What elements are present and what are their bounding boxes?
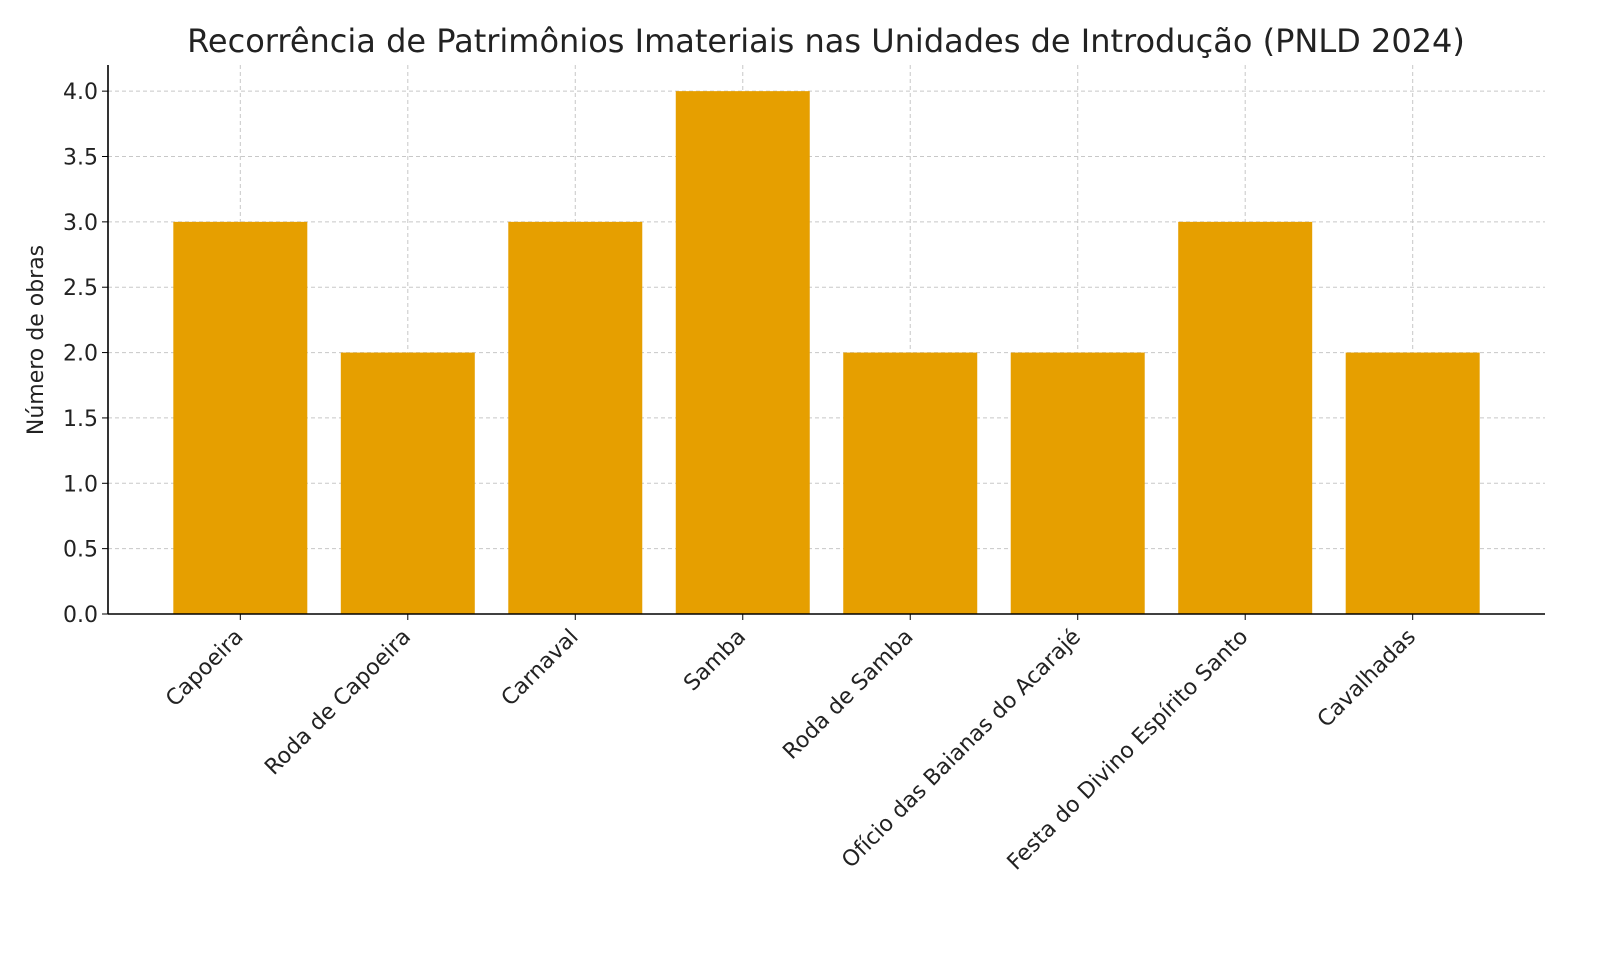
y-tick-label: 2.0: [63, 342, 98, 367]
y-tick-label: 1.0: [63, 472, 98, 497]
bar-roda-de-samba: [843, 352, 978, 614]
y-tick-label: 4.0: [63, 80, 98, 105]
x-tick-label: Samba: [679, 625, 751, 697]
bar-cavalhadas: [1345, 352, 1480, 614]
x-tick-label: Cavalhadas: [1313, 625, 1421, 733]
x-tick-label: Carnaval: [497, 625, 584, 712]
y-tick-label: 0.0: [63, 603, 98, 628]
y-ticks: 0.0 0.5 1.0 1.5 2.0 2.5 3.0 3.5 4.0: [63, 80, 108, 628]
x-ticks: Capoeira Roda de Capoeira Carnaval Samba Rod…: [161, 614, 1421, 875]
bar-samba: [675, 91, 810, 614]
x-tick-label: Capoeira: [161, 625, 248, 712]
x-tick-label: Roda de Samba: [778, 625, 918, 765]
bar-of-cio-das-baianas-do-acaraj-: [1010, 352, 1145, 614]
x-tick-label: Roda de Capoeira: [260, 625, 416, 781]
grid: [108, 65, 1545, 615]
bars: [173, 91, 1480, 614]
bar-capoeira: [173, 221, 308, 614]
y-tick-label: 3.0: [63, 211, 98, 236]
y-tick-label: 2.5: [63, 276, 98, 301]
y-tick-label: 1.5: [63, 407, 98, 432]
bar-roda-de-capoeira: [340, 352, 475, 614]
y-tick-label: 3.5: [63, 146, 98, 171]
bar-carnaval: [508, 221, 643, 614]
y-axis-label: Número de obras: [24, 245, 49, 435]
bar-festa-do-divino-esp-rito-santo: [1178, 221, 1313, 614]
y-tick-label: 0.5: [63, 538, 98, 563]
chart-title: Recorrência de Patrimônios Imateriais na…: [187, 22, 1465, 60]
